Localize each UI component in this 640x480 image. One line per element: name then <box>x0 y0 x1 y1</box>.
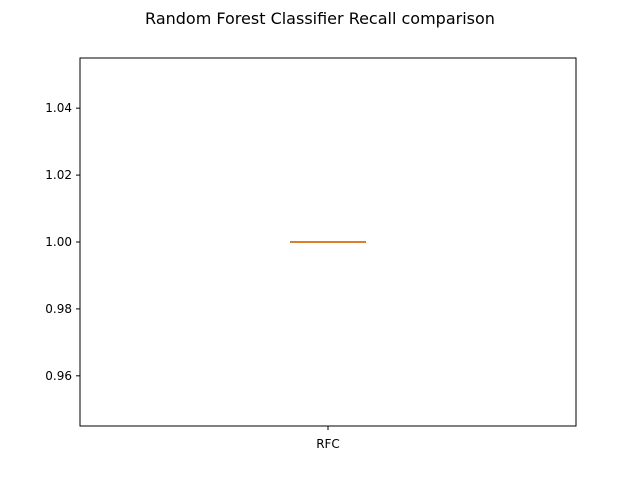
chart-title: Random Forest Classifier Recall comparis… <box>145 9 495 28</box>
y-tick-label: 1.00 <box>45 235 72 249</box>
x-tick-label: RFC <box>316 437 340 451</box>
y-tick-label: 1.02 <box>45 168 72 182</box>
y-tick-label: 1.04 <box>45 101 72 115</box>
axes-frame <box>79 57 577 427</box>
y-tick-label: 0.96 <box>45 369 72 383</box>
plot-area: 0.96 0.98 1.00 1.02 1.04 RFC <box>45 101 366 451</box>
y-tick-label: 0.98 <box>45 302 72 316</box>
